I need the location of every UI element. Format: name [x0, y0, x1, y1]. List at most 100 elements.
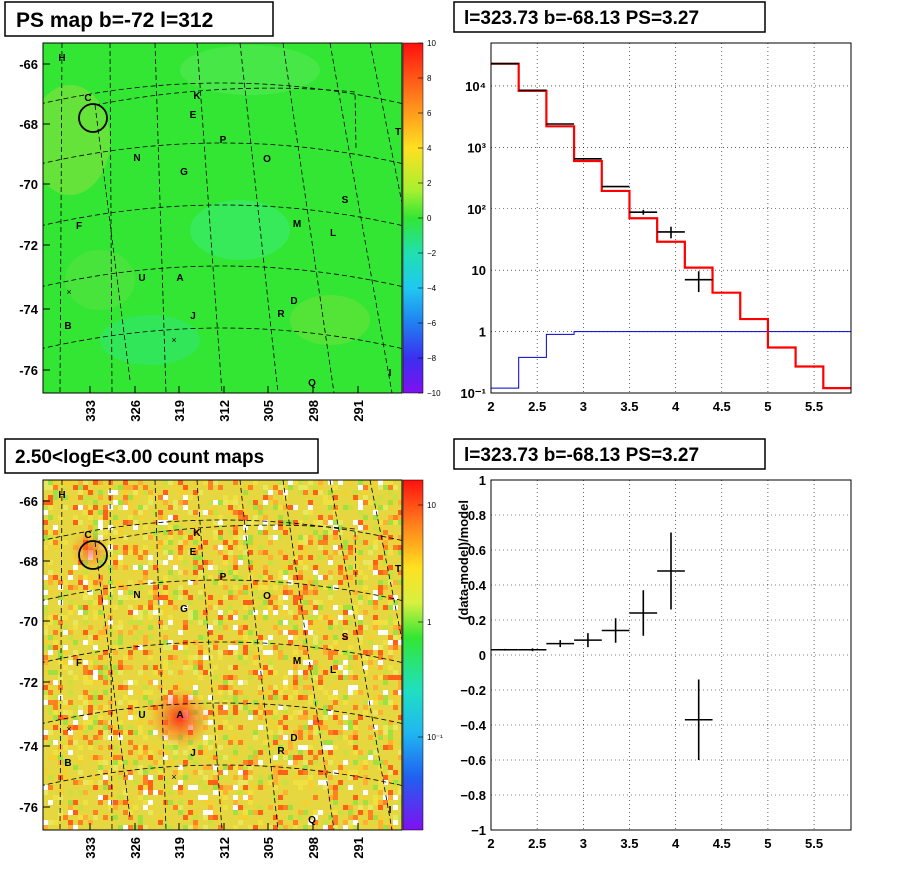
residual-y-tick-label: 0.2: [468, 613, 486, 628]
spectrum-model-step: [491, 62, 851, 390]
map-lat-tick-label: -74: [19, 739, 39, 754]
map-source-label: K: [193, 91, 201, 102]
colorbar-tick-label: −8: [427, 354, 437, 363]
map-source-label: T: [395, 564, 401, 575]
map-source-label: I: [389, 805, 392, 816]
spectrum-frame: [490, 42, 852, 394]
ps-map-image: [43, 43, 402, 393]
map-lon-tick-label: 326: [128, 400, 143, 422]
map-graticule-longitude: [154, 480, 167, 830]
count-map-title: 2.50<logE<3.00 count maps: [15, 447, 264, 468]
residual-y-tick-label: 0: [479, 648, 486, 663]
colorbar-tick-label: 6: [427, 109, 432, 118]
spectrum-x-tick-label: 5.5: [805, 399, 823, 414]
map-graticule-latitude: [43, 327, 402, 349]
spectrum-title: l=323.73 b=-68.13 PS=3.27: [464, 8, 699, 29]
spectrum-panel: l=323.73 b=-68.13 PS=3.27 2 2.5 3 3.5 4 4.5 5 5…: [453, 1, 852, 414]
map-source-label: G: [180, 604, 188, 615]
map-source-label: R: [277, 309, 285, 320]
map-graticule-longitude: [196, 43, 223, 393]
map-source-label: C: [84, 530, 91, 541]
map-source-label: E: [190, 110, 197, 121]
map-lon-tick-label: 291: [351, 400, 366, 422]
map-roi-boundary: [94, 541, 131, 818]
residual-x-tick-label: 4: [672, 836, 680, 851]
residual-y-tick-label: −0.8: [460, 788, 486, 803]
map-lon-tick-label: 312: [217, 837, 232, 859]
count-map-frame: [42, 479, 403, 831]
map-source-label: U: [138, 273, 145, 284]
residual-y-tick-label: 0.8: [468, 508, 486, 523]
map-lat-tick-label: -76: [19, 800, 38, 815]
map-graticule-longitude: [239, 480, 279, 830]
spectrum-x-tick-label: 4: [672, 399, 680, 414]
map-graticule-latitude: [43, 519, 402, 541]
spectrum-component-step: [491, 331, 851, 389]
spectrum-y-tick-label: 10²: [467, 202, 486, 217]
map-lat-tick-label: -76: [19, 363, 38, 378]
map-source-label: K: [193, 528, 201, 539]
colorbar-tick-label: −2: [427, 249, 437, 258]
map-graticule-latitude: [43, 204, 402, 226]
map-source-label: H: [58, 53, 65, 64]
map-source-label: N: [133, 590, 140, 601]
colorbar-tick-label: 10: [427, 501, 436, 510]
map-graticule-longitude: [154, 43, 167, 393]
spectrum-x-tick-label: 4.5: [713, 399, 731, 414]
residual-title: l=323.73 b=-68.13 PS=3.27: [464, 445, 699, 466]
map-graticule-longitude: [369, 480, 402, 643]
spectrum-x-tick-label: 5: [764, 399, 771, 414]
map-lat-tick-label: -70: [19, 177, 38, 192]
map-lon-tick-label: 298: [306, 400, 321, 422]
map-source-label: T: [395, 127, 401, 138]
count-map-target-circle: [78, 540, 108, 570]
ps-map-cross-marker: ×: [66, 287, 71, 297]
colorbar-tick-label: 1: [427, 618, 432, 627]
map-graticule-latitude: [43, 579, 402, 601]
map-graticule-longitude: [109, 43, 113, 393]
map-graticule-latitude: [43, 764, 402, 786]
residual-x-tick-label: 3: [580, 836, 587, 851]
map-lat-tick-label: -74: [19, 302, 39, 317]
map-graticule-longitude: [282, 480, 335, 830]
map-source-label: J: [190, 311, 196, 322]
map-lat-tick-label: -66: [19, 57, 38, 72]
map-lon-tick-label: 291: [351, 837, 366, 859]
map-lat-tick-label: -68: [19, 117, 38, 132]
residual-x-tick-label: 3.5: [620, 836, 638, 851]
residual-x-tick-label: 5: [764, 836, 771, 851]
map-roi-boundary: [94, 104, 131, 381]
map-source-label: B: [64, 758, 71, 769]
map-source-label: E: [190, 547, 197, 558]
residual-x-tick-label: 4.5: [713, 836, 731, 851]
ps-map-title-box: [4, 1, 274, 37]
map-source-label: F: [76, 221, 82, 232]
colorbar-tick-label: 4: [427, 144, 432, 153]
count-map-cross-marker: ×: [171, 772, 176, 782]
residual-y-tick-label: −0.6: [460, 753, 486, 768]
residual-x-tick-label: 2: [487, 836, 494, 851]
map-lat-tick-label: -66: [19, 494, 38, 509]
map-graticule-longitude: [239, 43, 279, 393]
map-source-label: R: [277, 746, 285, 757]
residual-y-tick-label: 0.4: [468, 578, 487, 593]
map-roi-boundary: [94, 524, 357, 586]
residual-y-axis-label: (data-model)/model: [456, 500, 471, 620]
residual-y-tick-label: −0.2: [460, 683, 486, 698]
map-source-label: S: [342, 195, 349, 206]
map-source-label: N: [133, 153, 140, 164]
count-map-image: [43, 480, 402, 830]
map-source-label: U: [138, 710, 145, 721]
spectrum-y-tick-label: 10⁴: [465, 79, 486, 94]
map-source-label: O: [263, 591, 271, 602]
colorbar-tick-label: 10: [427, 39, 436, 48]
residual-x-tick-label: 5.5: [805, 836, 823, 851]
residual-y-tick-label: 0.6: [468, 543, 486, 558]
colorbar-tick-label: −4: [427, 284, 437, 293]
map-graticule-longitude: [329, 480, 393, 830]
map-source-label: A: [176, 273, 183, 284]
spectrum-y-tick-label: 1: [479, 325, 486, 340]
map-lon-tick-label: 305: [261, 400, 276, 422]
spectrum-x-tick-label: 3: [580, 399, 587, 414]
